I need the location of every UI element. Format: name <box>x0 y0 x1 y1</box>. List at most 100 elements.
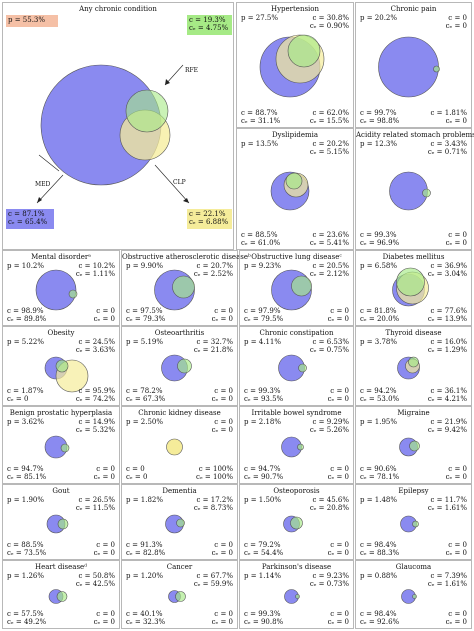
panel-br2: cₑ = 13.9% <box>427 315 467 323</box>
panel-br1: c = 0 <box>330 541 349 549</box>
panel-bl2: cₑ = 67.3% <box>126 395 166 403</box>
panel-br2: cₑ = 0 <box>327 315 349 323</box>
panel-br2: cₑ = 0 <box>445 239 467 247</box>
panel-tr2: cₑ = 20.8% <box>309 504 349 512</box>
panel-br1: c = 0 <box>330 387 349 395</box>
panel-br1: c = 0 <box>96 465 115 473</box>
panel-title: Hypertension <box>270 5 320 13</box>
clp-ce: cₑ = 6.88% <box>189 218 229 226</box>
panel-tr1: c = 20.5% <box>312 262 349 270</box>
panel-bl1: c = 94.7% <box>7 465 44 473</box>
panel-title: Chronic constipation <box>259 329 334 337</box>
panel-bl1: c = 79.2% <box>244 541 281 549</box>
rfe-circle <box>297 443 304 451</box>
panel-tr1: c = 24.5% <box>78 338 115 346</box>
panel-title: Glaucoma <box>395 563 432 571</box>
rfe-circle <box>422 188 431 198</box>
panel-title: Migraine <box>397 409 430 417</box>
rfe-circle <box>60 443 70 453</box>
panel-13: Chronic kidney disease p = 2.50% c = 0 cₑ =… <box>121 406 238 484</box>
panel-bl1: c = 81.8% <box>360 307 397 315</box>
med-circle <box>35 269 77 311</box>
panel-bl2: cₑ = 73.5% <box>7 549 47 557</box>
panel-br2: cₑ = 5.41% <box>309 239 349 247</box>
panel-br2: cₑ = 0 <box>93 549 115 557</box>
panel-br1: c = 0 <box>96 610 115 618</box>
panel-bl1: c = 94.2% <box>360 387 397 395</box>
panel-tr2: cₑ = 0.90% <box>309 22 349 30</box>
panel-tr1: c = 20.2% <box>312 140 349 148</box>
arrow-clp <box>154 164 190 204</box>
panel-tr2: cₑ = 21.8% <box>193 346 233 354</box>
panel-p: p = 1.20% <box>126 572 164 580</box>
med-box: c = 87.1% cₑ = 65.4% <box>6 209 54 229</box>
panel-7: Diabetes mellitus p = 6.58% c = 36.9% cₑ = … <box>355 250 472 326</box>
panel-15: Migraine p = 1.95% c = 21.9% cₑ = 9.42% c = … <box>355 406 472 484</box>
panel-tr1: c = 32.7% <box>196 338 233 346</box>
panel-venn <box>35 269 78 311</box>
panel-bl2: cₑ = 0 <box>126 473 148 481</box>
panel-br1: c = 0 <box>214 610 233 618</box>
panel-venn <box>392 267 429 307</box>
panel-p: p = 9.23% <box>244 262 282 270</box>
panel-venn <box>270 171 310 211</box>
panel-bl2: cₑ = 82.8% <box>126 549 166 557</box>
med-label: MED <box>35 181 51 188</box>
panel-tr2: cₑ = 0.75% <box>309 346 349 354</box>
panel-bl2: cₑ = 79.5% <box>244 315 284 323</box>
panel-20: Heart diseaseᵈ p = 1.26% c = 50.8% cₑ = 42.… <box>2 560 120 629</box>
panel-tr1: c = 9.23% <box>312 572 349 580</box>
panel-venn <box>48 589 68 604</box>
panel-br2: cₑ = 0 <box>445 473 467 481</box>
panel-23: Glaucoma p = 0.88% c = 7.39% cₑ = 1.61% c = … <box>355 560 472 629</box>
panel-title: Osteoporosis <box>273 487 320 495</box>
panel-title: Acidity related stomach problems <box>356 131 474 139</box>
panel-p: p = 13.5% <box>241 140 279 148</box>
panel-tr1: c = 26.5% <box>78 496 115 504</box>
panel-p: p = 1.14% <box>244 572 282 580</box>
panel-p: p = 2.50% <box>126 418 164 426</box>
panel-br2: cₑ = 0 <box>211 395 233 403</box>
panel-br2: cₑ = 0 <box>445 117 467 125</box>
panel-tr2: cₑ = 5.26% <box>309 426 349 434</box>
panel-venn <box>378 36 440 98</box>
rfe-circle <box>57 518 69 530</box>
panel-tr2: cₑ = 5.32% <box>75 426 115 434</box>
panel-3: Acidity related stomach problems p = 12.3… <box>355 128 474 250</box>
panel-tr1: c = 20.7% <box>196 262 233 270</box>
panel-5: Obstructive atherosclerotic diseaseᵇ p = … <box>121 250 251 326</box>
panel-tr2: cₑ = 3.04% <box>427 270 467 278</box>
arrow-med <box>38 154 60 172</box>
panel-bl1: c = 90.6% <box>360 465 397 473</box>
panel-br1: c = 0 <box>214 387 233 395</box>
panel-tr1: c = 30.8% <box>312 14 349 22</box>
panel-title: Obstructive atherosclerotic diseaseᵇ <box>122 253 251 261</box>
panel-br1: c = 36.1% <box>430 387 467 395</box>
panel-tr2: cₑ = 2.12% <box>309 270 349 278</box>
panel-p: p = 3.62% <box>7 418 45 426</box>
panel-p: p = 6.58% <box>360 262 398 270</box>
med-c: c = 87.1% <box>8 210 45 218</box>
panel-tr1: c = 0 <box>448 14 467 22</box>
panel-venn <box>259 34 325 98</box>
panel-tr2: cₑ = 9.42% <box>427 426 467 434</box>
panel-bl1: c = 97.9% <box>244 307 281 315</box>
panel-br1: c = 95.9% <box>78 387 115 395</box>
panel-p: p = 4.11% <box>244 338 282 346</box>
panel-title: Parkinson's disease <box>261 563 332 571</box>
clp-circle <box>166 438 183 456</box>
rfe-circle <box>412 594 417 599</box>
panel-br2: cₑ = 0 <box>93 473 115 481</box>
panel-tr1: c = 6.53% <box>312 338 349 346</box>
main-p-box: p = 55.3% <box>6 15 58 27</box>
panel-tr1: c = 9.29% <box>312 418 349 426</box>
panel-venn <box>271 269 312 311</box>
panel-venn <box>161 354 192 382</box>
panel-venn <box>400 515 419 533</box>
panel-tr2: cₑ = 11.5% <box>75 504 115 512</box>
panel-venn <box>165 514 185 534</box>
panel-title: Benign prostatic hyperplasia <box>9 409 113 417</box>
panel-bl1: c = 99.7% <box>360 109 397 117</box>
panel-9: Osteoarthritis p = 5.19% c = 32.7% cₑ = 21.… <box>121 326 238 406</box>
panel-br2: cₑ = 0 <box>327 473 349 481</box>
